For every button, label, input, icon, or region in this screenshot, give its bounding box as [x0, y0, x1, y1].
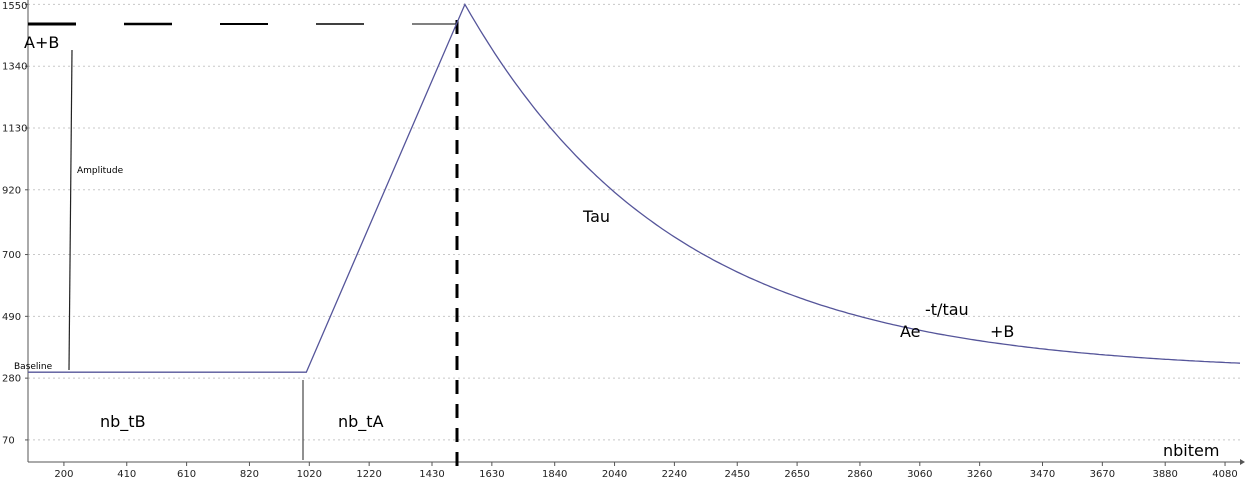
formula-exponent: -t/tau — [925, 300, 969, 319]
signal-line — [28, 2, 1241, 373]
y-tick-label: 700 — [2, 250, 21, 261]
x-tick-label: 3060 — [907, 469, 932, 480]
x-tick-label: 1430 — [419, 469, 444, 480]
x-tick-label: 2860 — [847, 469, 872, 480]
x-tick-label: 610 — [177, 469, 196, 480]
axes-layer — [27, 0, 1245, 465]
x-axis-label: nbitem — [1163, 441, 1219, 460]
x-tick-label: 410 — [117, 469, 136, 480]
y-tick-layer: 70 280 490 700 920 1130 1340 1550 — [2, 1, 28, 446]
x-tick-label: 3670 — [1090, 469, 1115, 480]
formula-base: Ae — [900, 322, 921, 341]
y-tick-label: 1550 — [2, 1, 27, 12]
y-tick-label: 70 — [2, 435, 15, 446]
x-tick-label: 3880 — [1152, 469, 1177, 480]
x-tick-layer: 200 410 610 820 1020 1220 1430 1630 1840 2040 2240… — [54, 462, 1238, 480]
x-tick-label: 1020 — [297, 469, 322, 480]
x-tick-label: 2040 — [602, 469, 627, 480]
nb-ta-label: nb_tA — [338, 412, 384, 432]
baseline-label: Baseline — [14, 362, 53, 372]
annotation-lines — [28, 20, 459, 470]
amplitude-line — [68, 49, 73, 371]
x-tick-label: 2450 — [725, 469, 750, 480]
x-tick-label: 2650 — [784, 469, 809, 480]
amplitude-top-label: A+B — [24, 33, 59, 52]
x-tick-label: 3470 — [1030, 469, 1055, 480]
y-tick-label: 920 — [2, 185, 21, 196]
tau-label: Tau — [582, 207, 610, 226]
y-tick-label: 280 — [2, 374, 21, 385]
x-tick-label: 1630 — [479, 469, 504, 480]
x-tick-label: 200 — [54, 469, 73, 480]
y-tick-label: 490 — [2, 312, 21, 323]
y-tick-label: 1130 — [2, 124, 27, 135]
x-axis-arrow — [1240, 459, 1245, 465]
y-tick-label: 1340 — [2, 62, 27, 73]
formula-plus-b: +B — [990, 322, 1014, 341]
grid-layer — [28, 3, 1240, 441]
x-tick-label: 2240 — [662, 469, 687, 480]
x-tick-label: 1840 — [542, 469, 567, 480]
x-tick-label: 820 — [240, 469, 259, 480]
nb-tb-label: nb_tB — [100, 412, 146, 432]
x-tick-label: 1220 — [356, 469, 381, 480]
amplitude-label: Amplitude — [77, 166, 124, 176]
x-tick-label: 3260 — [967, 469, 992, 480]
x-tick-label: 4080 — [1212, 469, 1237, 480]
